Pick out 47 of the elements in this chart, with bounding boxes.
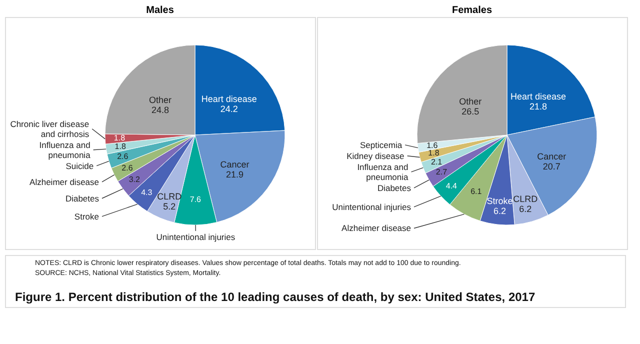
data-label: 2.1 <box>431 157 443 166</box>
slice-label: Unintentional injuries <box>332 202 411 212</box>
data-label: 2.7 <box>436 168 448 177</box>
data-label: 6.1 <box>470 186 482 196</box>
slice-label: Suicide <box>66 160 94 171</box>
data-label: 21.8 <box>530 102 548 112</box>
slice-label: Influenza and pneumonia <box>357 162 409 182</box>
data-label: 24.8 <box>151 104 169 115</box>
data-label: 4.3 <box>141 188 153 198</box>
slice-label: Heart disease <box>510 92 566 102</box>
data-label: 6.2 <box>493 206 506 216</box>
chart-title: Females <box>452 5 492 16</box>
data-label: 24.2 <box>220 104 238 114</box>
slice-label: Heart disease <box>201 94 257 104</box>
chart-title: Males <box>146 5 174 16</box>
slice-label: CLRD <box>513 194 538 204</box>
data-label: 3.2 <box>128 175 141 184</box>
slice-label: Cancer <box>220 159 250 170</box>
data-label: 2.6 <box>122 163 134 172</box>
data-label: 1.8 <box>114 133 126 142</box>
data-label: 7.6 <box>190 194 202 204</box>
slice-label: Septicemia <box>360 140 402 150</box>
data-label: 1.6 <box>426 140 438 150</box>
data-label: 4.4 <box>446 181 458 190</box>
slice-label: Diabetes <box>65 193 99 204</box>
data-label: 6.2 <box>519 204 532 214</box>
slice-label: Diabetes <box>377 182 411 193</box>
data-label: 1.8 <box>428 148 440 158</box>
slice-label: Alzheimer disease <box>342 223 412 234</box>
data-label: 5.2 <box>163 201 176 212</box>
data-label: 21.9 <box>226 169 244 180</box>
caption: Figure 1. Percent distribution of the 10 leading causes of death, by sex: United States, 2017 <box>15 290 536 304</box>
slice-label: Other <box>148 94 172 105</box>
slice-label: Other <box>459 96 482 107</box>
data-label: 1.8 <box>114 142 126 151</box>
slice-label: Chronic liver disease and cirrhosis <box>10 118 90 139</box>
slice-label: Unintentional injuries <box>156 232 236 242</box>
data-label: 2.6 <box>117 152 129 161</box>
data-label: 20.7 <box>542 161 560 172</box>
slice-label: Cancer <box>537 151 566 162</box>
data-label: 26.5 <box>462 106 480 117</box>
slice-label: Stroke <box>486 196 513 206</box>
slice-label: Stroke <box>74 211 100 222</box>
slice-label: CLRD <box>157 191 182 202</box>
slice-label: Influenza and pneumonia <box>39 140 91 160</box>
slice-label: Alzheimer disease <box>30 176 100 187</box>
slice-label: Kidney disease <box>346 150 405 161</box>
